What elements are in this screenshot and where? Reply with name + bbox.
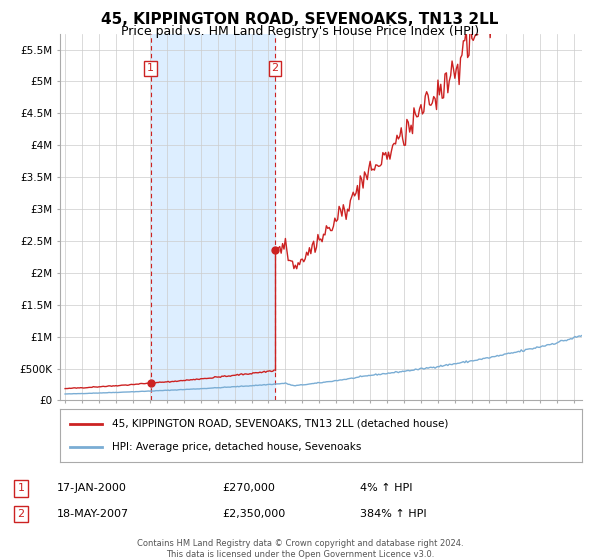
Text: 384% ↑ HPI: 384% ↑ HPI: [360, 509, 427, 519]
Text: Contains HM Land Registry data © Crown copyright and database right 2024.: Contains HM Land Registry data © Crown c…: [137, 539, 463, 548]
Text: £2,350,000: £2,350,000: [222, 509, 285, 519]
Text: 18-MAY-2007: 18-MAY-2007: [57, 509, 129, 519]
Text: 45, KIPPINGTON ROAD, SEVENOAKS, TN13 2LL (detached house): 45, KIPPINGTON ROAD, SEVENOAKS, TN13 2LL…: [112, 419, 449, 429]
Text: 1: 1: [17, 483, 25, 493]
Text: 1: 1: [147, 63, 154, 73]
Text: £270,000: £270,000: [222, 483, 275, 493]
Bar: [151, 34, 275, 400]
Text: 17-JAN-2000: 17-JAN-2000: [57, 483, 127, 493]
Text: 4% ↑ HPI: 4% ↑ HPI: [360, 483, 413, 493]
Text: 45, KIPPINGTON ROAD, SEVENOAKS, TN13 2LL: 45, KIPPINGTON ROAD, SEVENOAKS, TN13 2LL: [101, 12, 499, 27]
Text: This data is licensed under the Open Government Licence v3.0.: This data is licensed under the Open Gov…: [166, 550, 434, 559]
Text: Price paid vs. HM Land Registry's House Price Index (HPI): Price paid vs. HM Land Registry's House …: [121, 25, 479, 38]
Text: 2: 2: [271, 63, 278, 73]
Text: HPI: Average price, detached house, Sevenoaks: HPI: Average price, detached house, Seve…: [112, 442, 362, 452]
Text: 2: 2: [17, 509, 25, 519]
